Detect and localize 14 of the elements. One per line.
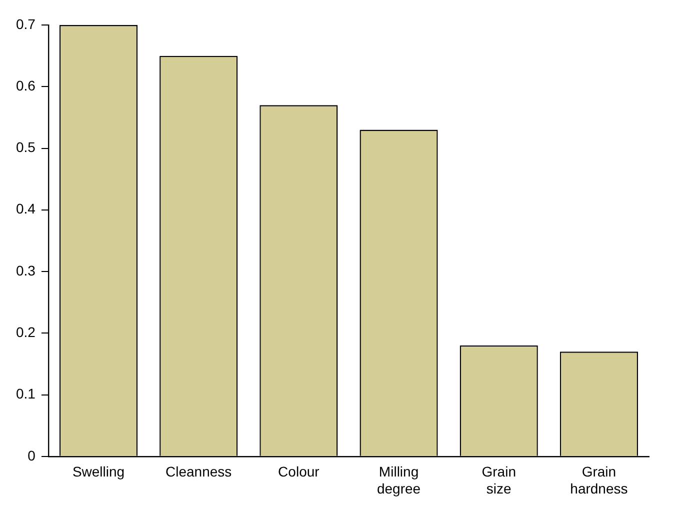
y-tick-label: 0: [28, 447, 36, 464]
x-tick-label: Grain hardness: [570, 464, 628, 496]
x-tick-label: Milling degree: [376, 464, 421, 496]
y-tick-label: 0.1: [16, 386, 36, 402]
x-tick-label: Grain size: [482, 464, 516, 496]
x-tick-label: Swelling: [72, 464, 125, 480]
y-tick-label: 0.6: [16, 77, 36, 94]
x-tick-label: Colour: [278, 464, 320, 480]
y-tick-label: 0.5: [16, 139, 36, 156]
y-tick-label: 0.7: [16, 16, 36, 32]
x-tick-label: Cleanness: [166, 464, 232, 480]
y-tick-label: 0.3: [16, 262, 36, 278]
y-tick-label: 0.4: [16, 200, 36, 217]
y-tick-label: 0.2: [16, 324, 36, 340]
